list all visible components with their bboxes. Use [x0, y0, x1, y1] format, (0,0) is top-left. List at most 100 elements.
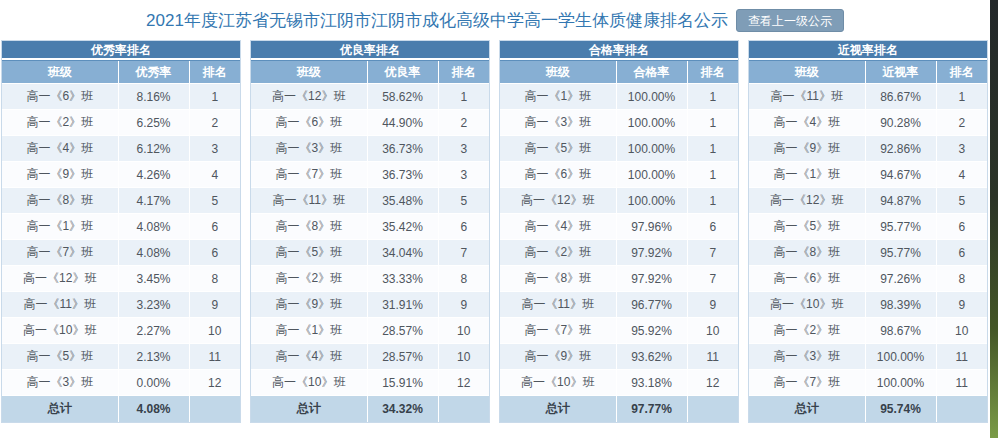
good-rate-table: 班级 优良率 排名 高一《12》班58.62%1高一《6》班44.90%2高一《… — [251, 60, 489, 422]
table-caption: 合格率排名 — [500, 41, 738, 60]
rank-cell: 6 — [936, 240, 987, 266]
table-row: 高一《9》班4.26%4 — [2, 162, 240, 188]
view-parent-announcement-button[interactable]: 查看上一级公示 — [736, 9, 844, 32]
rank-cell: 11 — [189, 344, 240, 370]
class-cell: 高一《12》班 — [500, 188, 616, 214]
rank-cell: 9 — [936, 292, 987, 318]
rate-cell: 31.91% — [367, 292, 438, 318]
class-cell: 高一《5》班 — [251, 240, 367, 266]
rate-cell: 93.18% — [616, 370, 687, 396]
table-row: 高一《3》班100.00%1 — [500, 110, 738, 136]
class-cell: 高一《11》班 — [2, 292, 118, 318]
total-row: 总计 4.08% — [2, 396, 240, 422]
background-edge-strip — [990, 0, 998, 438]
rank-cell: 12 — [687, 370, 738, 396]
table-row: 高一《8》班35.42%6 — [251, 214, 489, 240]
rate-cell: 35.42% — [367, 214, 438, 240]
rank-cell: 10 — [936, 318, 987, 344]
rank-column-header: 排名 — [189, 61, 240, 84]
class-cell: 高一《4》班 — [500, 214, 616, 240]
table-row: 高一《10》班98.39%9 — [749, 292, 987, 318]
table-caption: 优秀率排名 — [2, 41, 240, 60]
total-label: 总计 — [500, 396, 616, 422]
class-cell: 高一《6》班 — [749, 266, 865, 292]
rate-column-header: 近视率 — [865, 61, 936, 84]
column-header-row: 班级 优良率 排名 — [251, 61, 489, 84]
rank-cell: 11 — [687, 344, 738, 370]
class-cell: 高一《5》班 — [749, 214, 865, 240]
class-cell: 高一《10》班 — [251, 370, 367, 396]
rank-cell: 3 — [189, 136, 240, 162]
rank-cell: 6 — [189, 240, 240, 266]
rate-cell: 28.57% — [367, 344, 438, 370]
column-header-row: 班级 近视率 排名 — [749, 61, 987, 84]
table-caption: 优良率排名 — [251, 41, 489, 60]
table-row: 高一《9》班92.86%3 — [749, 136, 987, 162]
class-cell: 高一《9》班 — [2, 162, 118, 188]
rate-cell: 98.67% — [865, 318, 936, 344]
class-column-header: 班级 — [251, 61, 367, 84]
table-row: 高一《9》班93.62%11 — [500, 344, 738, 370]
total-row: 总计 95.74% — [749, 396, 987, 422]
rate-cell: 2.27% — [118, 318, 189, 344]
total-rate: 97.77% — [616, 396, 687, 422]
class-cell: 高一《5》班 — [2, 344, 118, 370]
ranking-tables-container: 优秀率排名 班级 优秀率 排名 高一《6》班8.16%1高一《2》班6.25%2… — [0, 40, 990, 423]
class-cell: 高一《1》班 — [2, 214, 118, 240]
rank-column-header: 排名 — [936, 61, 987, 84]
class-cell: 高一《7》班 — [251, 162, 367, 188]
rank-cell: 10 — [438, 318, 489, 344]
table-row: 高一《6》班97.26%8 — [749, 266, 987, 292]
total-rank-empty — [189, 396, 240, 422]
rank-cell: 6 — [438, 214, 489, 240]
page-title: 2021年度江苏省无锡市江阴市江阴市成化高级中学高一学生体质健康排名公示 — [146, 9, 728, 32]
rate-cell: 90.28% — [865, 110, 936, 136]
rank-cell: 3 — [438, 162, 489, 188]
ranking-board-excellent-rate: 优秀率排名 班级 优秀率 排名 高一《6》班8.16%1高一《2》班6.25%2… — [1, 40, 241, 423]
class-cell: 高一《12》班 — [749, 188, 865, 214]
table-row: 高一《5》班34.04%7 — [251, 240, 489, 266]
rank-cell: 1 — [687, 110, 738, 136]
table-row: 高一《11》班96.77%9 — [500, 292, 738, 318]
class-column-header: 班级 — [500, 61, 616, 84]
rate-cell: 100.00% — [616, 188, 687, 214]
class-cell: 高一《6》班 — [251, 110, 367, 136]
pass-rate-table: 班级 合格率 排名 高一《1》班100.00%1高一《3》班100.00%1高一… — [500, 60, 738, 422]
class-cell: 高一《8》班 — [500, 266, 616, 292]
rate-cell: 100.00% — [865, 344, 936, 370]
class-cell: 高一《3》班 — [500, 110, 616, 136]
rank-cell: 11 — [936, 344, 987, 370]
rate-cell: 100.00% — [616, 110, 687, 136]
rank-cell: 2 — [438, 110, 489, 136]
rate-cell: 28.57% — [367, 318, 438, 344]
rate-column-header: 合格率 — [616, 61, 687, 84]
class-cell: 高一《11》班 — [500, 292, 616, 318]
rank-cell: 4 — [189, 162, 240, 188]
rank-cell: 7 — [687, 266, 738, 292]
total-rate: 4.08% — [118, 396, 189, 422]
table-row: 高一《1》班94.67%4 — [749, 162, 987, 188]
rate-cell: 97.26% — [865, 266, 936, 292]
rank-cell: 1 — [687, 84, 738, 110]
rank-cell: 10 — [189, 318, 240, 344]
rank-cell: 10 — [438, 344, 489, 370]
rank-cell: 3 — [438, 136, 489, 162]
class-cell: 高一《1》班 — [500, 84, 616, 110]
rank-cell: 8 — [936, 266, 987, 292]
table-row: 高一《7》班100.00%11 — [749, 370, 987, 396]
ranking-page: 2021年度江苏省无锡市江阴市江阴市成化高级中学高一学生体质健康排名公示 查看上… — [0, 0, 990, 438]
rank-cell: 4 — [936, 162, 987, 188]
rank-cell: 5 — [189, 188, 240, 214]
rank-cell: 11 — [936, 370, 987, 396]
column-header-row: 班级 优秀率 排名 — [2, 61, 240, 84]
total-row: 总计 34.32% — [251, 396, 489, 422]
rank-cell: 8 — [438, 266, 489, 292]
table-row: 高一《4》班6.12%3 — [2, 136, 240, 162]
class-column-header: 班级 — [2, 61, 118, 84]
rate-cell: 4.17% — [118, 188, 189, 214]
table-row: 高一《11》班3.23%9 — [2, 292, 240, 318]
rate-cell: 44.90% — [367, 110, 438, 136]
table-row: 高一《10》班15.91%12 — [251, 370, 489, 396]
class-cell: 高一《2》班 — [251, 266, 367, 292]
rate-cell: 100.00% — [616, 136, 687, 162]
